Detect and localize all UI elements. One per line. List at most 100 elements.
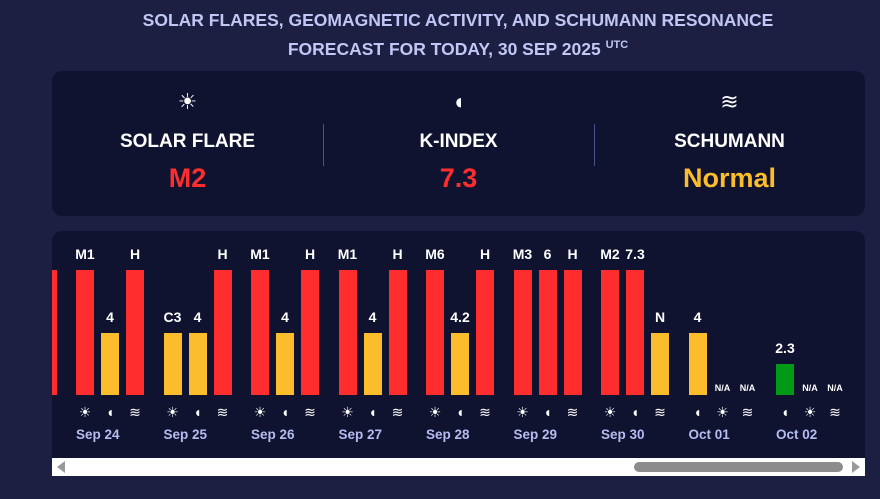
magnet-icon: ◖ (455, 404, 465, 420)
sun-icon: ☀ (253, 404, 267, 420)
magnet-icon: ◖ (780, 404, 790, 420)
waves-icon: ≋ (829, 404, 841, 420)
bar-value-label: M1 (250, 246, 270, 262)
bar-value-label: H (304, 246, 316, 262)
date-label: Sep 27 (338, 427, 383, 442)
bar-value-label: H (479, 246, 491, 262)
bar-flare (513, 270, 532, 395)
bar-flare (163, 332, 182, 395)
date-label: Sep 28 (426, 427, 470, 442)
bar-value-label: 7.3 (625, 246, 645, 262)
bar-value-label: 4 (193, 308, 202, 325)
magnet-icon: ◖ (280, 404, 290, 420)
summary-label: SOLAR FLARE (119, 131, 256, 152)
bar-value-label: H (567, 246, 578, 262)
bar-kindex (626, 270, 644, 395)
sun-icon: ☀ (341, 404, 354, 420)
waves-icon: ≋ (566, 404, 579, 420)
bar-value-label: 4 (106, 308, 114, 325)
bar-value-label: 2.3 (775, 339, 795, 356)
summary-schumann: ≋ SCHUMANN Normal (594, 71, 865, 216)
bar-value-label: 4 (693, 308, 702, 325)
bar-kindex (276, 332, 294, 395)
sun-icon: ☀ (603, 404, 617, 420)
waves-icon: ≋ (52, 404, 60, 421)
bar-value-label: N/A (802, 383, 818, 393)
bar-value-label: N/A (827, 383, 843, 393)
waves-icon: ≋ (391, 404, 404, 420)
sun-icon: ☀ (516, 404, 529, 420)
bar-flare (601, 270, 619, 395)
waves-icon: ≋ (741, 404, 754, 420)
waves-icon: ≋ (654, 404, 666, 420)
summary-label: SCHUMANN (674, 131, 785, 152)
bar-value-label: N (654, 308, 666, 325)
bar-value-label: H (392, 246, 403, 262)
bar-flare (338, 270, 357, 395)
summary-value: Normal (682, 163, 777, 193)
bar-value-label: 4 (281, 308, 289, 325)
bar-value-label: M6 (425, 246, 445, 262)
bar-schumann (476, 270, 494, 395)
bar-value-label: 6 (543, 246, 552, 262)
bar-value-label: 4 (368, 308, 377, 325)
scrollbar-thumb[interactable] (634, 462, 843, 472)
date-label: Sep 29 (513, 427, 558, 442)
bar-kindex (363, 332, 382, 395)
bar-flare (426, 270, 444, 395)
bar-kindex (688, 332, 707, 395)
magnet-icon: ◖ (193, 404, 202, 420)
bar-value-label: M1 (75, 246, 95, 262)
date-label: Sep 26 (251, 427, 295, 442)
bar-schumann (651, 332, 669, 395)
bar-value-label: M1 (337, 246, 358, 262)
bar-value-label: H (129, 246, 141, 262)
bar-value-label: N/A (714, 383, 731, 393)
title-line-2: FORECAST FOR TODAY, 30 SEP 2025 UTC (287, 38, 629, 59)
bar-value-label: M3 (512, 246, 533, 262)
date-label: Sep 24 (76, 427, 120, 442)
sun-icon: ☀ (803, 404, 817, 420)
bar-schumann (563, 270, 582, 395)
scroll-left-arrow-icon[interactable] (57, 461, 65, 473)
magnet-icon: ◖ (693, 404, 702, 420)
forecast-chart: H ≋ M1 ☀ 4 ◖ H ≋ Sep 24 C3 ☀ 4 ◖ H ≋ Sep 25 M1 ☀ 4 ◖ H ≋ Sep 2… (52, 231, 865, 458)
waves-icon: ≋ (304, 404, 316, 420)
sun-icon: ☀ (428, 404, 442, 420)
waves-icon: ≋ (129, 404, 141, 420)
scroll-right-arrow-icon[interactable] (852, 461, 860, 473)
bar-value-label: C3 (163, 308, 182, 325)
summary-panel: ☀ SOLAR FLARE M2 ◖ K-INDEX 7.3 ≋ SCHUMAN… (52, 71, 865, 216)
bar-value-label: 4.2 (450, 308, 470, 325)
summary-k-index: ◖ K-INDEX 7.3 (323, 71, 594, 216)
waves-icon: ≋ (216, 404, 229, 420)
summary-value: 7.3 (439, 163, 478, 193)
bar-schumann (301, 270, 319, 395)
bar-value-label: H (52, 246, 68, 262)
waves-icon: ≋ (720, 89, 739, 114)
sun-icon: ☀ (177, 89, 198, 114)
bar-value-label: N/A (739, 383, 756, 393)
horizontal-scrollbar[interactable] (52, 458, 865, 476)
magnet-icon: ◖ (105, 404, 115, 420)
bar-flare (251, 270, 269, 395)
bar-schumann (52, 270, 57, 395)
bar-schumann (126, 270, 144, 395)
bar-schumann (213, 270, 232, 395)
bar-flare (76, 270, 94, 395)
magnet-icon: ◖ (368, 404, 377, 420)
summary-label: K-INDEX (419, 131, 498, 152)
bar-kindex (451, 332, 469, 395)
date-label: Sep 30 (601, 427, 645, 442)
date-label: Oct 01 (688, 427, 730, 442)
magnet-icon: ◖ (451, 89, 466, 114)
magnet-icon: ◖ (543, 404, 552, 420)
magnet-icon: ◖ (630, 404, 640, 420)
bar-kindex (101, 332, 119, 395)
bar-value-label: M2 (600, 246, 620, 262)
page-title: SOLAR FLARES, GEOMAGNETIC ACTIVITY, AND … (0, 8, 880, 62)
bar-kindex (538, 270, 557, 395)
summary-solar-flare: ☀ SOLAR FLARE M2 (52, 71, 323, 216)
sun-icon: ☀ (166, 404, 179, 420)
date-label: Oct 02 (776, 427, 818, 442)
